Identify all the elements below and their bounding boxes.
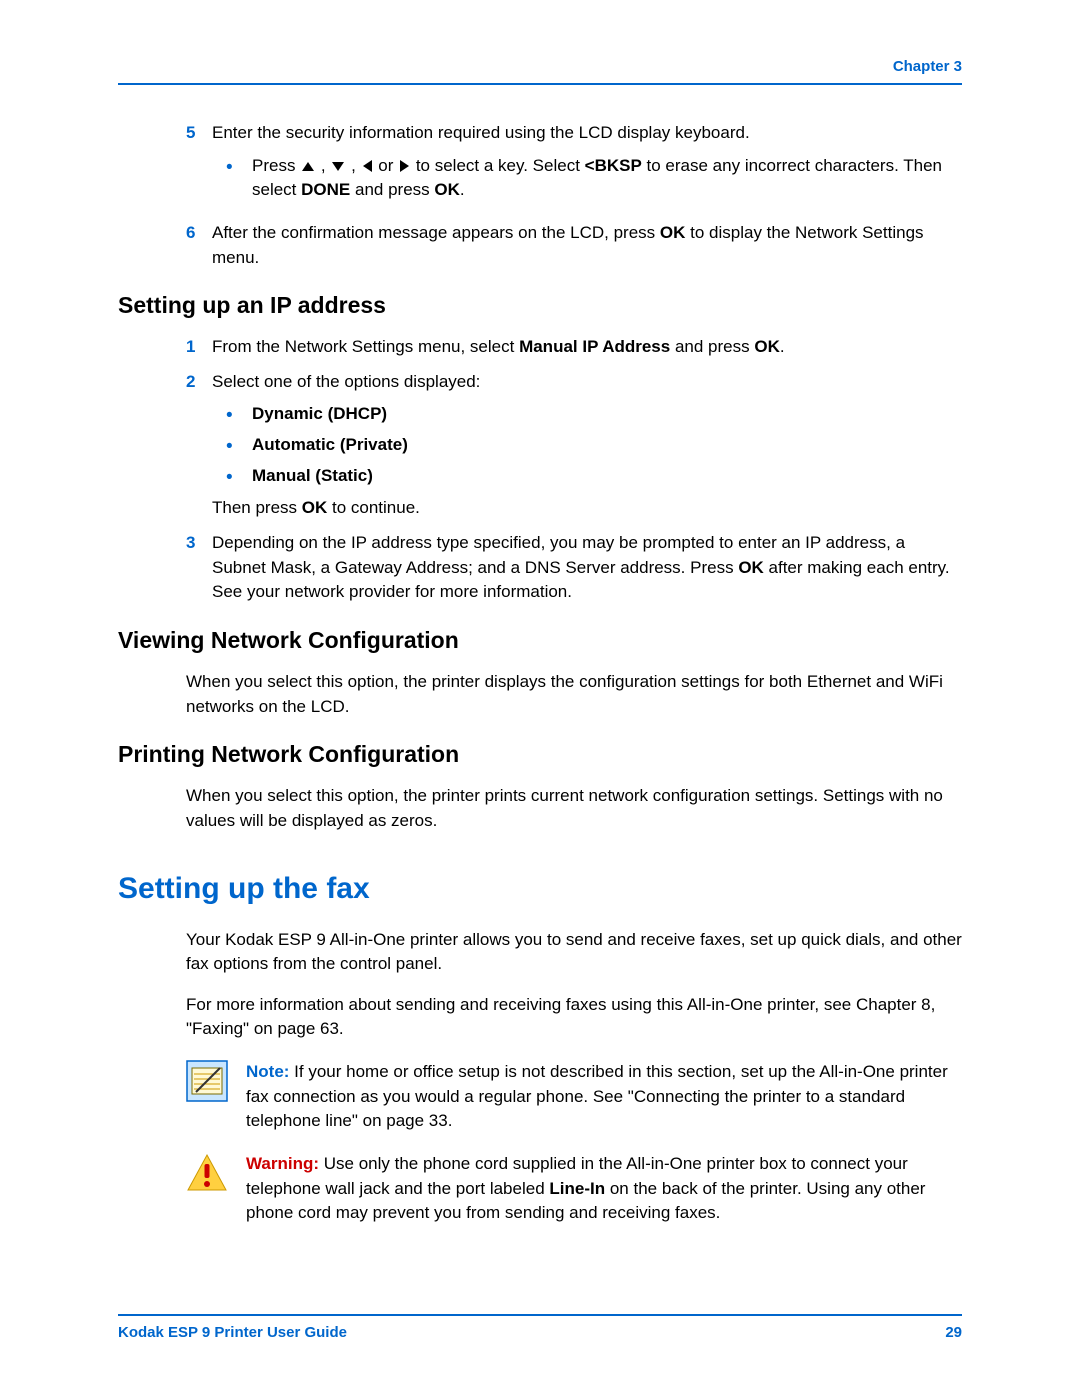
heading-fax: Setting up the fax bbox=[118, 872, 962, 906]
text: and press bbox=[350, 180, 434, 199]
page-footer: Kodak ESP 9 Printer User Guide 29 bbox=[118, 1314, 962, 1341]
heading-view: Viewing Network Configuration bbox=[118, 627, 962, 654]
footer-title: Kodak ESP 9 Printer User Guide bbox=[118, 1324, 347, 1341]
opt-dynamic: •Dynamic (DHCP) bbox=[212, 402, 962, 427]
step-5: 5 Enter the security information require… bbox=[186, 121, 962, 211]
bullet-icon: • bbox=[226, 154, 252, 203]
option-label: Automatic (Private) bbox=[252, 433, 962, 458]
warning-label: Warning: bbox=[246, 1154, 319, 1173]
step-num: 1 bbox=[186, 335, 212, 360]
arrow-left-icon bbox=[363, 160, 372, 172]
then-press: Then press OK to continue. bbox=[212, 496, 962, 521]
note-label: Note: bbox=[246, 1062, 289, 1081]
text: From the Network Settings menu, select bbox=[212, 337, 519, 356]
heading-print: Printing Network Configuration bbox=[118, 741, 962, 768]
done-key: DONE bbox=[301, 180, 350, 199]
option-label: Manual (Static) bbox=[252, 464, 962, 489]
heading-ip: Setting up an IP address bbox=[118, 292, 962, 319]
text: . bbox=[460, 180, 465, 199]
note-callout: Note: If your home or office setup is no… bbox=[186, 1060, 962, 1134]
text: to select a key. Select bbox=[411, 156, 585, 175]
text: or bbox=[374, 156, 399, 175]
text: Press bbox=[252, 156, 300, 175]
arrow-up-icon bbox=[302, 162, 314, 171]
view-text: When you select this option, the printer… bbox=[186, 670, 962, 719]
chapter-label: Chapter 3 bbox=[118, 58, 962, 75]
step-num: 5 bbox=[186, 121, 212, 211]
text: Select one of the options displayed: bbox=[212, 370, 962, 395]
text: to continue. bbox=[327, 498, 420, 517]
ok-key: OK bbox=[660, 223, 686, 242]
opt-manual: •Manual (Static) bbox=[212, 464, 962, 489]
bksp-key: <BKSP bbox=[585, 156, 642, 175]
manual-ip: Manual IP Address bbox=[519, 337, 670, 356]
text: . bbox=[780, 337, 785, 356]
text: Then press bbox=[212, 498, 302, 517]
text: , bbox=[346, 156, 360, 175]
ok-key: OK bbox=[434, 180, 460, 199]
line-in: Line-In bbox=[549, 1179, 605, 1198]
ip-step-3: 3 Depending on the IP address type speci… bbox=[186, 531, 962, 605]
step5-bullet: • Press , , or to select a key. Select <… bbox=[212, 154, 962, 203]
step-text: Enter the security information required … bbox=[212, 121, 962, 146]
warning-icon bbox=[186, 1152, 228, 1194]
bullet-icon: • bbox=[226, 464, 252, 489]
page-number: 29 bbox=[945, 1324, 962, 1341]
step-num: 3 bbox=[186, 531, 212, 605]
step-num: 2 bbox=[186, 370, 212, 521]
bullet-icon: • bbox=[226, 433, 252, 458]
print-text: When you select this option, the printer… bbox=[186, 784, 962, 833]
ip-step-1: 1 From the Network Settings menu, select… bbox=[186, 335, 962, 360]
fax-p1: Your Kodak ESP 9 All-in-One printer allo… bbox=[186, 928, 962, 977]
text: , bbox=[316, 156, 330, 175]
header-rule bbox=[118, 83, 962, 85]
warning-callout: Warning: Use only the phone cord supplie… bbox=[186, 1152, 962, 1226]
bullet-icon: • bbox=[226, 402, 252, 427]
arrow-right-icon bbox=[400, 160, 409, 172]
step-num: 6 bbox=[186, 221, 212, 270]
ok-key: OK bbox=[302, 498, 328, 517]
note-text: If your home or office setup is not desc… bbox=[246, 1062, 948, 1130]
ip-step-2: 2 Select one of the options displayed: •… bbox=[186, 370, 962, 521]
step-6: 6 After the confirmation message appears… bbox=[186, 221, 962, 270]
arrow-down-icon bbox=[332, 162, 344, 171]
fax-p2: For more information about sending and r… bbox=[186, 993, 962, 1042]
ok-key: OK bbox=[738, 558, 764, 577]
text: and press bbox=[670, 337, 754, 356]
option-label: Dynamic (DHCP) bbox=[252, 402, 962, 427]
opt-automatic: •Automatic (Private) bbox=[212, 433, 962, 458]
text: After the confirmation message appears o… bbox=[212, 223, 660, 242]
note-icon bbox=[186, 1060, 228, 1102]
ok-key: OK bbox=[754, 337, 780, 356]
